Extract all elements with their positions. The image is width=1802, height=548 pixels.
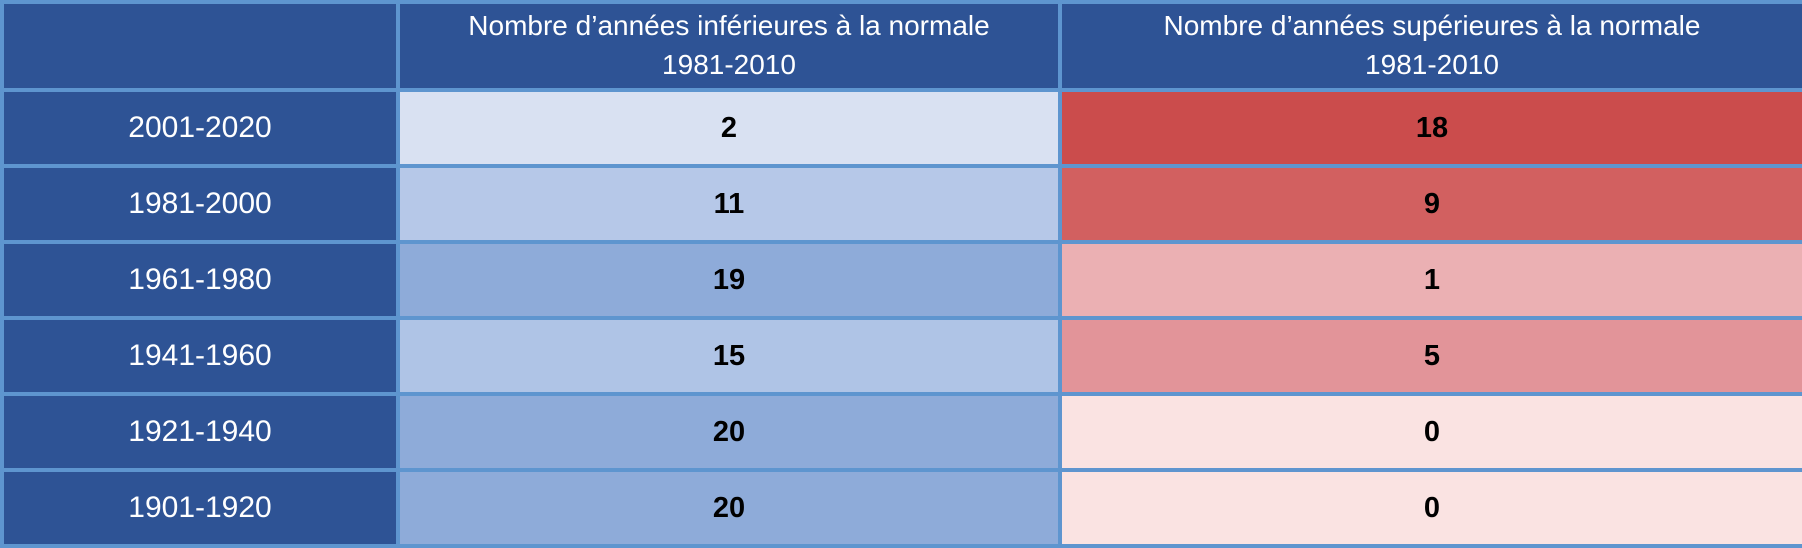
row-label-period: 1941-1960 — [0, 316, 400, 396]
col-header-below-line2: 1981-2010 — [662, 49, 796, 80]
row-label-period: 1901-1920 — [0, 468, 400, 548]
table-row: 1981-2000 11 9 — [0, 164, 1802, 244]
row-label-period: 1961-1980 — [0, 240, 400, 320]
above-normal-cell: 0 — [1058, 392, 1802, 472]
above-normal-cell: 0 — [1058, 468, 1802, 548]
col-header-below-normal: Nombre d’années inférieures à la normale… — [396, 0, 1062, 92]
row-label-period: 1981-2000 — [0, 164, 400, 244]
above-normal-cell: 9 — [1058, 164, 1802, 244]
table-row: 1941-1960 15 5 — [0, 316, 1802, 396]
row-label-period: 2001-2020 — [0, 88, 400, 168]
col-header-below-line1: Nombre d’années inférieures à la normale — [468, 10, 990, 42]
table-row: 1921-1940 20 0 — [0, 392, 1802, 472]
above-normal-cell: 18 — [1058, 88, 1802, 168]
above-normal-cell: 1 — [1058, 240, 1802, 320]
table-row: 1961-1980 19 1 — [0, 240, 1802, 320]
below-normal-cell: 20 — [396, 392, 1062, 472]
below-normal-cell: 19 — [396, 240, 1062, 320]
below-normal-cell: 11 — [396, 164, 1062, 244]
below-normal-cell: 15 — [396, 316, 1062, 396]
col-header-above-normal: Nombre d’années supérieures à la normale… — [1058, 0, 1802, 92]
table-row: 1901-1920 20 0 — [0, 468, 1802, 548]
col-header-above-line1: Nombre d’années supérieures à la normale — [1163, 10, 1701, 42]
row-label-period: 1921-1940 — [0, 392, 400, 472]
header-row: Nombre d’années inférieures à la normale… — [0, 0, 1802, 92]
corner-cell — [0, 0, 400, 92]
above-normal-cell: 5 — [1058, 316, 1802, 396]
col-header-above-line2: 1981-2010 — [1365, 49, 1499, 80]
table-row: 2001-2020 2 18 — [0, 88, 1802, 168]
below-normal-cell: 2 — [396, 88, 1062, 168]
below-normal-cell: 20 — [396, 468, 1062, 548]
